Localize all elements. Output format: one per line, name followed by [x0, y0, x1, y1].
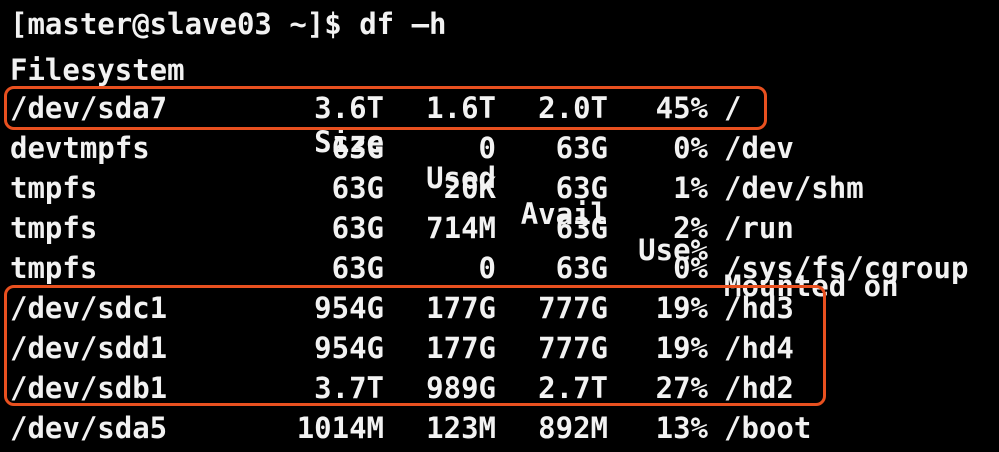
row-avail: 63G [555, 251, 608, 285]
row-mounted-on: /dev [724, 131, 794, 165]
df-header-row: Filesystem Size Used Avail Use% Mounted … [10, 52, 999, 303]
row-filesystem: /dev/sdc1 [10, 291, 168, 325]
row-used: 177G [426, 291, 496, 325]
row-used: 123M [426, 411, 496, 445]
row-use-percent: 0% [673, 251, 708, 285]
row-use-percent: 13% [655, 411, 708, 445]
row-size: 3.7T [314, 371, 384, 405]
header-size: Size [314, 125, 384, 159]
header-use-percent: Use% [638, 233, 708, 267]
row-used: 0 [478, 131, 496, 165]
row-mounted-on: /sys/fs/cgroup [724, 251, 969, 285]
df-row: /dev/sdb1 3.7T 989G 2.7T 27% /hd2 [10, 370, 999, 406]
row-filesystem: /dev/sdb1 [10, 371, 168, 405]
row-avail: 63G [555, 171, 608, 205]
row-use-percent: 27% [655, 371, 708, 405]
row-used: 20K [443, 171, 496, 205]
row-mounted-on: /run [724, 211, 794, 245]
row-filesystem: tmpfs [10, 251, 98, 285]
row-size: 3.6T [314, 91, 384, 125]
row-used: 177G [426, 331, 496, 365]
row-used: 1.6T [426, 91, 496, 125]
row-avail: 777G [538, 331, 608, 365]
row-avail: 777G [538, 291, 608, 325]
df-row: /dev/sda5 1014M 123M 892M 13% /boot [10, 410, 999, 446]
row-used: 0 [478, 251, 496, 285]
row-avail: 63G [555, 131, 608, 165]
row-filesystem: tmpfs [10, 171, 98, 205]
row-use-percent: 45% [655, 91, 708, 125]
row-mounted-on: /hd4 [724, 331, 794, 365]
highlight-box-root [4, 86, 767, 130]
df-row: tmpfs 63G 20K 63G 1% /dev/shm [10, 170, 999, 206]
row-use-percent: 2% [673, 211, 708, 245]
row-size: 954G [314, 291, 384, 325]
highlight-box-hd-disks [4, 285, 826, 406]
command-prompt: [master@slave03 ~]$ df –h [10, 7, 447, 41]
row-avail: 2.7T [538, 371, 608, 405]
row-size: 63G [331, 251, 384, 285]
row-size: 63G [331, 211, 384, 245]
row-filesystem: tmpfs [10, 211, 98, 245]
row-use-percent: 1% [673, 171, 708, 205]
df-row: devtmpfs 63G 0 63G 0% /dev [10, 130, 999, 166]
header-avail: Avail [520, 197, 608, 231]
row-size: 63G [331, 171, 384, 205]
row-size: 954G [314, 331, 384, 365]
df-row: /dev/sdd1 954G 177G 777G 19% /hd4 [10, 330, 999, 366]
row-mounted-on: /boot [724, 411, 812, 445]
row-use-percent: 0% [673, 131, 708, 165]
row-mounted-on: /dev/shm [724, 171, 864, 205]
row-filesystem: /dev/sdd1 [10, 331, 168, 365]
row-use-percent: 19% [655, 331, 708, 365]
row-size: 63G [331, 131, 384, 165]
row-mounted-on: / [724, 91, 742, 125]
row-avail: 892M [538, 411, 608, 445]
df-row: tmpfs 63G 0 63G 0% /sys/fs/cgroup [10, 250, 999, 286]
header-used: Used [426, 161, 496, 195]
df-row: /dev/sda7 3.6T 1.6T 2.0T 45% / [10, 90, 999, 126]
row-mounted-on: /hd2 [724, 371, 794, 405]
row-mounted-on: /hd3 [724, 291, 794, 325]
row-use-percent: 19% [655, 291, 708, 325]
row-filesystem: /dev/sda5 [10, 411, 168, 445]
row-used: 714M [426, 211, 496, 245]
header-filesystem: Filesystem [10, 53, 185, 87]
row-filesystem: devtmpfs [10, 131, 150, 165]
df-row: /dev/sdc1 954G 177G 777G 19% /hd3 [10, 290, 999, 326]
row-filesystem: /dev/sda7 [10, 91, 168, 125]
row-avail: 63G [555, 211, 608, 245]
df-row: tmpfs 63G 714M 63G 2% /run [10, 210, 999, 246]
row-size: 1014M [296, 411, 384, 445]
row-used: 989G [426, 371, 496, 405]
row-avail: 2.0T [538, 91, 608, 125]
